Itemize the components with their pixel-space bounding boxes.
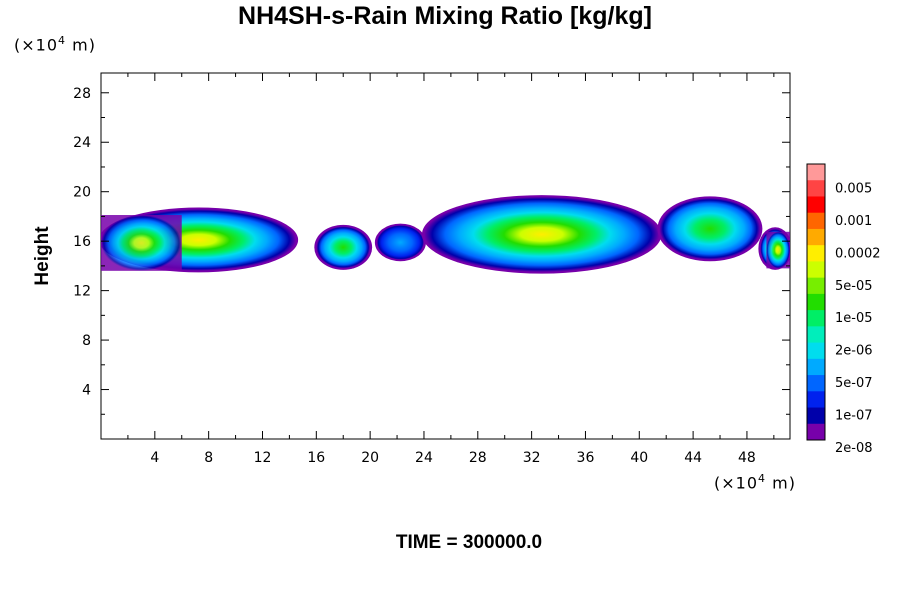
- y-tick-label: 4: [82, 383, 91, 399]
- y-tick-label: 24: [73, 135, 91, 151]
- time-label: TIME = 300000.0: [395, 532, 543, 553]
- colorbar-label: 0.0002: [835, 246, 881, 261]
- x-tick-label: 48: [738, 450, 756, 466]
- colorbar-swatch: [807, 423, 825, 441]
- colorbar-swatch: [807, 245, 825, 262]
- y-tick-label: 8: [82, 333, 91, 349]
- colorbar-swatch: [807, 164, 825, 181]
- y-tick-label: 28: [73, 86, 91, 102]
- colorbar-label: 0.005: [835, 181, 872, 196]
- colorbar-swatch: [807, 196, 825, 214]
- colorbar-swatch: [807, 375, 825, 392]
- x-tick-label: 32: [523, 450, 541, 466]
- x-tick-label: 36: [577, 450, 595, 466]
- colorbar: 0.005 0.001 0.0002 5e-05 1e-05 2e-06 5e-07 1e-0…: [806, 163, 881, 456]
- colorbar-swatch: [807, 180, 825, 197]
- region-blob: [316, 226, 371, 269]
- x-tick-label: 20: [361, 450, 379, 466]
- x-tick-label: 28: [469, 450, 487, 466]
- x-tick-label: 16: [307, 450, 325, 466]
- colorbar-frame: [806, 163, 826, 441]
- colorbar-label: 0.001: [835, 214, 872, 229]
- x-tick-label: 4: [150, 450, 159, 466]
- x-axis-unit: (×104 m): [714, 472, 796, 493]
- colorbar-swatch: [807, 391, 825, 409]
- y-tick-label: 12: [73, 284, 91, 300]
- colorbar-label: 1e-07: [835, 409, 873, 424]
- x-tick-label: 12: [254, 450, 272, 466]
- region-blob: [659, 197, 761, 260]
- x-tick-label: 40: [630, 450, 648, 466]
- colorbar-swatch: [807, 407, 825, 425]
- colorbar-swatch: [807, 342, 825, 360]
- edge-band-right: [766, 231, 790, 269]
- colorbar-label: 5e-07: [835, 376, 873, 391]
- region-blob: [423, 196, 660, 273]
- x-tick-label: 24: [415, 450, 433, 466]
- colorbar-swatch: [807, 358, 825, 376]
- edge-band-left: [101, 215, 182, 271]
- x-tick-label: 44: [684, 450, 702, 466]
- colorbar-swatch: [807, 293, 825, 311]
- colorbar-swatch: [807, 261, 825, 279]
- y-axis-unit: (×104 m): [14, 34, 96, 55]
- y-tick-label: 20: [73, 185, 91, 201]
- chart-title: NH4SH-s-Rain Mixing Ratio [kg/kg]: [238, 2, 652, 30]
- field-layer: [101, 195, 790, 274]
- colorbar-swatch: [807, 212, 825, 230]
- y-tick-label: 16: [73, 234, 91, 250]
- x-tick-label: 8: [204, 450, 213, 466]
- colorbar-label: 5e-05: [835, 279, 873, 294]
- colorbar-label: 2e-08: [835, 441, 873, 456]
- region-blob: [376, 225, 424, 260]
- colorbar-swatch: [807, 277, 825, 295]
- colorbar-swatch: [807, 310, 825, 327]
- colorbar-label: 2e-06: [835, 344, 873, 359]
- colorbar-swatch: [807, 326, 825, 344]
- colorbar-swatch: [807, 228, 825, 246]
- colorbar-label: 1e-05: [835, 311, 873, 326]
